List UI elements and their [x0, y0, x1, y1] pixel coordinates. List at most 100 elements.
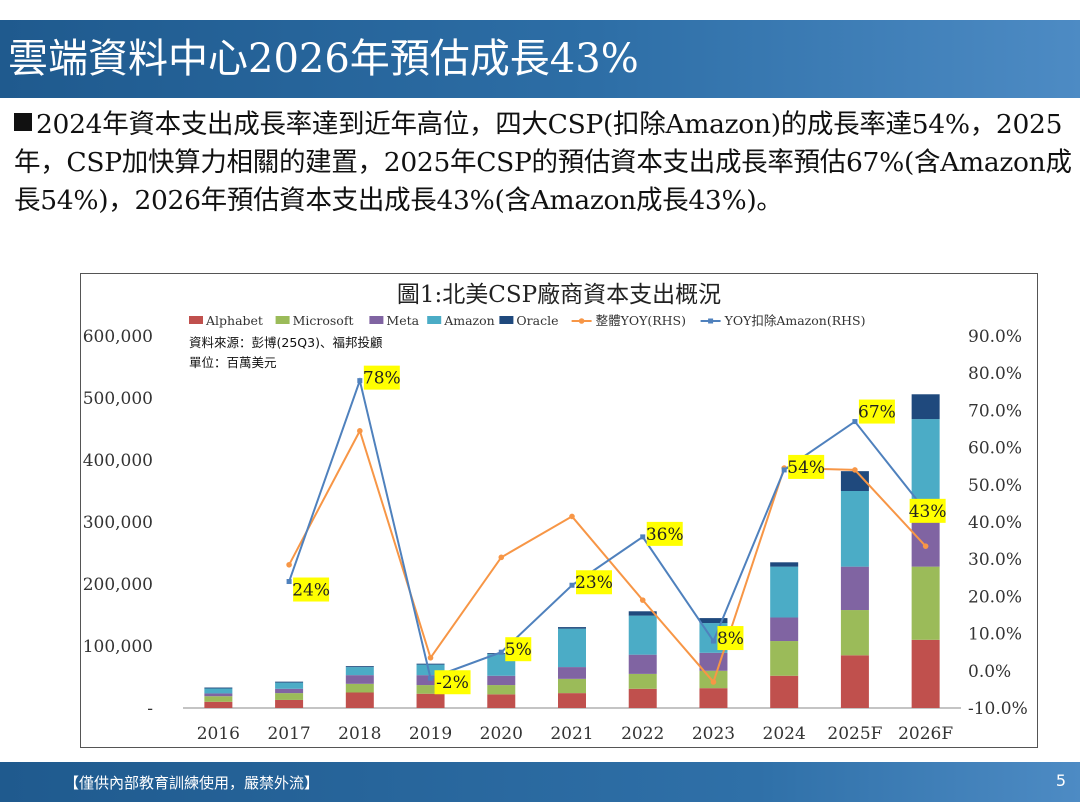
bar-segment: [840, 610, 869, 656]
body-paragraph: 2024年資本支出成長率達到近年高位，四大CSP(扣除Amazon)的成長率達5…: [14, 109, 1072, 216]
capex-chart: 圖1:北美CSP廠商資本支出概況 資料來源：彭博(25Q3)、福邦投顧 單位：百…: [83, 282, 1028, 744]
data-label-bg: [717, 626, 744, 651]
legend-line-marker: [578, 318, 585, 324]
legend-label: YOY扣除Amazon(RHS): [724, 313, 866, 328]
bar-segment: [558, 627, 586, 629]
bar-segment: [558, 693, 586, 708]
bar-segment: [487, 675, 516, 686]
legend-swatch: [275, 316, 290, 324]
yoy-ex-amazon-point: [710, 638, 716, 644]
x-tick-label: 2016: [197, 724, 240, 744]
slide-body: 2024年資本支出成長率達到近年高位，四大CSP(扣除Amazon)的成長率達5…: [14, 106, 1072, 220]
bar-segment: [204, 687, 233, 689]
chart-axes: - 100,000 200,000 300,000 400,000 500,000 600,…: [83, 327, 1028, 744]
chart-bars: [204, 394, 940, 708]
y-left-tick-label: 300,000: [83, 513, 153, 533]
slide-title: 雲端資料中心2026年預估成長43%: [8, 36, 639, 82]
title-bar: 雲端資料中心2026年預估成長43%: [0, 20, 1080, 98]
legend-swatch: [189, 316, 203, 324]
chart-lines: [286, 377, 929, 685]
yoy-ex-amazon-point: [357, 378, 363, 384]
bar-segment: [558, 628, 586, 668]
x-tick-label: 2017: [267, 724, 310, 744]
y-right-tick-label: 40.0%: [968, 513, 1022, 533]
y-left-tick-label: 200,000: [83, 575, 153, 595]
data-label-bg: [434, 670, 471, 695]
bar-segment: [275, 699, 304, 708]
square-bullet-icon: [14, 113, 32, 131]
data-label: 36%: [646, 525, 684, 545]
data-label-bg: [858, 399, 895, 424]
bar-segment: [558, 667, 586, 679]
yoy-total-point: [569, 513, 575, 520]
bar-segment: [699, 688, 728, 708]
bar-segment: [770, 675, 799, 708]
data-label: 23%: [575, 573, 613, 593]
y-right-tick-label: 70.0%: [968, 401, 1022, 421]
yoy-total-point: [286, 561, 292, 568]
bar-segment: [840, 566, 869, 611]
y-right-tick-label: 60.0%: [968, 439, 1022, 459]
bar-segment: [487, 685, 516, 695]
y-right-tick-label: 80.0%: [968, 364, 1022, 384]
data-label-bg: [363, 365, 400, 390]
y-right-tick-label: -10.0%: [968, 699, 1028, 719]
x-tick-label: 2023: [692, 724, 735, 744]
bar-segment: [770, 562, 799, 567]
y-left-tick-label: -: [147, 699, 153, 719]
bar-segment: [840, 655, 869, 708]
chart-unit-note: 單位：百萬美元: [189, 355, 277, 370]
bar-segment: [911, 566, 940, 640]
data-label: 24%: [292, 581, 330, 601]
yoy-total-point: [498, 554, 505, 561]
bar-segment: [770, 617, 799, 642]
y-right-tick-label: 0.0%: [968, 662, 1011, 682]
bar-segment: [204, 701, 233, 708]
bar-segment: [204, 696, 233, 702]
x-tick-label: 2022: [621, 724, 664, 744]
bar-segment: [345, 666, 374, 668]
bar-segment: [911, 639, 940, 708]
bar-segment: [911, 419, 940, 503]
y-right-tick-label: 90.0%: [968, 327, 1022, 347]
chart-legend: Alphabet Microsoft Meta Amazon Oracle 整體YOY(R…: [189, 313, 865, 328]
data-label-bg: [576, 570, 612, 595]
data-label: 43%: [909, 502, 947, 522]
bar-segment: [275, 688, 304, 694]
yoy-ex-amazon-point: [640, 534, 646, 540]
yoy-ex-amazon-point: [286, 579, 292, 585]
bar-segment: [628, 654, 657, 674]
legend-label: Meta: [386, 313, 419, 328]
bar-segment: [628, 673, 657, 689]
y-right-tick-label: 50.0%: [968, 476, 1022, 496]
y-left-tick-label: 400,000: [83, 451, 153, 471]
data-label: 54%: [787, 458, 825, 478]
data-label-bg: [909, 498, 946, 523]
yoy-line: [288, 377, 927, 680]
data-label: 8%: [717, 629, 744, 649]
yoy-total-point: [357, 428, 363, 434]
bar-segment: [911, 394, 940, 420]
bar-segment: [345, 675, 374, 684]
y-right-tick-label: 30.0%: [968, 550, 1022, 570]
bar-segment: [345, 683, 374, 693]
bar-segment: [628, 688, 657, 708]
x-tick-label: 2026F: [898, 724, 953, 744]
x-tick-label: 2020: [480, 724, 523, 744]
chart-source-note: 資料來源：彭博(25Q3)、福邦投顧: [189, 335, 383, 350]
bar-segment: [628, 615, 657, 655]
data-label-bg: [646, 521, 683, 546]
data-label-bg: [293, 577, 330, 602]
bar-segment: [416, 664, 445, 676]
y-right-tick-label: 10.0%: [968, 625, 1022, 645]
data-label-bg: [788, 454, 825, 479]
x-tick-label: 2018: [338, 724, 381, 744]
bar-segment: [275, 682, 304, 689]
bar-segment: [275, 693, 304, 700]
yoy-ex-amazon-point: [498, 649, 504, 655]
data-label: -2%: [436, 673, 469, 693]
yoy-total-point: [639, 597, 646, 603]
legend-label: Microsoft: [293, 313, 354, 328]
yoy-ex-amazon-point: [852, 419, 858, 425]
bar-segment: [416, 663, 445, 665]
